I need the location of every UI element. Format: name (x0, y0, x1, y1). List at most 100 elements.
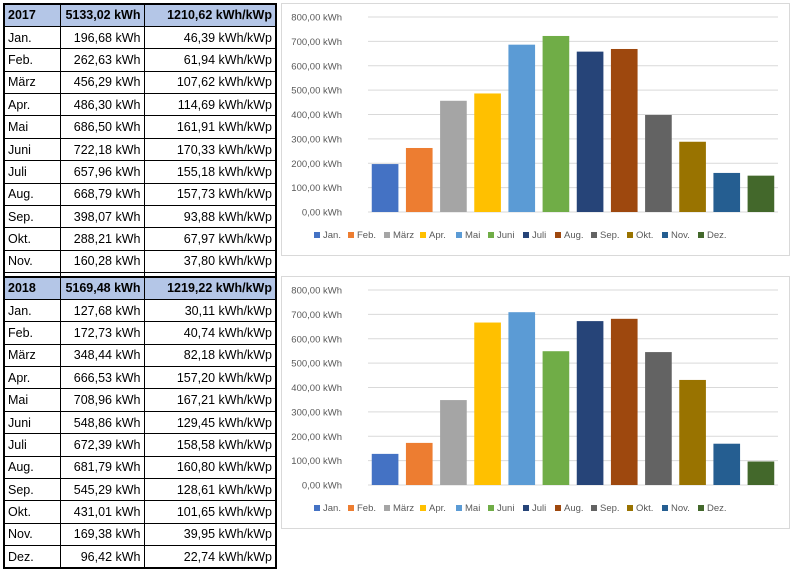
legend-swatch (555, 232, 561, 238)
table-row: Feb. 172,73 kWh 40,74 kWh/kWp (3, 321, 277, 345)
yield-table-2018: 2018 5169,48 kWh 1219,22 kWh/kWp Jan. 127,68… (3, 276, 277, 569)
legend-label: Dez. (707, 503, 727, 514)
chart-2018-container: 0,00 kWh 100,00 kWh 200,00 kWh 300,00 kWh 40… (281, 276, 790, 529)
legend-swatch (627, 505, 633, 511)
bar-4 (474, 322, 501, 485)
kwhkwp-cell: 157,73 kWh/kWp (143, 182, 277, 207)
month-cell: Sep. (3, 478, 61, 502)
total-kwhkwp-cell: 1219,22 kWh/kWp (143, 276, 277, 300)
y-tick-label: 800,00 kWh (291, 13, 342, 24)
bar-8 (610, 318, 638, 485)
bar-10 (679, 379, 706, 485)
legend-label: Okt. (636, 503, 653, 514)
legend-label: Aug. (564, 503, 584, 514)
table-row: Apr. 486,30 kWh 114,69 kWh/kWp (3, 93, 277, 117)
legend-label: Juni (497, 230, 514, 241)
month-cell: Juli (3, 160, 61, 184)
y-tick-label: 300,00 kWh (291, 407, 342, 418)
kwhkwp-cell: 101,65 kWh/kWp (143, 500, 277, 524)
legend-label: Juni (497, 503, 514, 514)
month-cell: Aug. (3, 455, 61, 480)
legend-label: Mai (465, 230, 480, 241)
kwh-cell: 666,53 kWh (59, 366, 145, 390)
bar-1 (371, 453, 399, 485)
kwh-cell: 127,68 kWh (59, 298, 145, 323)
kwhkwp-cell: 39,95 kWh/kWp (143, 522, 277, 547)
legend-swatch (488, 232, 494, 238)
legend-swatch (384, 232, 390, 238)
table-row: Juni 722,18 kWh 170,33 kWh/kWp (3, 137, 277, 162)
month-cell: Juni (3, 410, 61, 435)
legend-label: Dez. (707, 230, 727, 241)
year-cell: 2017 (3, 3, 61, 27)
bar-1 (371, 164, 399, 212)
month-cell: Mai (3, 388, 61, 412)
month-cell: Feb. (3, 321, 61, 345)
legend-swatch (523, 232, 529, 238)
kwhkwp-cell: 107,62 kWh/kWp (143, 70, 277, 95)
legend-swatch (698, 505, 704, 511)
kwhkwp-cell: 158,58 kWh/kWp (143, 433, 277, 457)
kwh-cell: 431,01 kWh (59, 500, 145, 524)
table-row: Aug. 668,79 kWh 157,73 kWh/kWp (3, 182, 277, 207)
kwh-cell: 722,18 kWh (59, 137, 145, 162)
bar-5 (508, 44, 536, 213)
bar-6 (542, 35, 570, 212)
y-tick-label: 400,00 kWh (291, 110, 342, 121)
y-tick-label: 200,00 kWh (291, 432, 342, 443)
legend-label: März (393, 230, 414, 241)
kwh-cell: 657,96 kWh (59, 160, 145, 184)
legend-label: Nov. (671, 230, 690, 241)
kwh-cell: 262,63 kWh (59, 48, 145, 72)
kwh-cell: 288,21 kWh (59, 227, 145, 251)
kwhkwp-cell: 67,97 kWh/kWp (143, 227, 277, 251)
table-row: Apr. 666,53 kWh 157,20 kWh/kWp (3, 366, 277, 390)
bar-11 (713, 172, 741, 212)
table-row: Sep. 398,07 kWh 93,88 kWh/kWp (3, 205, 277, 229)
table-row: Mai 708,96 kWh 167,21 kWh/kWp (3, 388, 277, 412)
kwh-cell: 96,42 kWh (59, 545, 145, 569)
month-cell: Apr. (3, 93, 61, 117)
total-kwhkwp-cell: 1210,62 kWh/kWp (143, 3, 277, 27)
legend-swatch (420, 505, 426, 511)
chart-2018: 0,00 kWh 100,00 kWh 200,00 kWh 300,00 kWh 40… (291, 286, 778, 514)
total-kwh-cell: 5169,48 kWh (59, 276, 145, 300)
legend-label: Juli (532, 230, 546, 241)
y-tick-label: 700,00 kWh (291, 310, 342, 321)
legend-swatch (662, 505, 668, 511)
kwh-cell: 681,79 kWh (59, 455, 145, 480)
legend-label: Apr. (429, 503, 446, 514)
legend-label: Aug. (564, 230, 584, 241)
bar-4 (474, 93, 501, 212)
legend-swatch (456, 232, 462, 238)
legend-label: Mai (465, 503, 480, 514)
kwhkwp-cell: 46,39 kWh/kWp (143, 25, 277, 50)
legend-swatch (488, 505, 494, 511)
kwhkwp-cell: 129,45 kWh/kWp (143, 410, 277, 435)
bar-2 (405, 147, 433, 212)
legend-label: Juli (532, 503, 546, 514)
y-tick-label: 600,00 kWh (291, 334, 342, 345)
kwhkwp-cell: 161,91 kWh/kWp (143, 115, 277, 139)
y-tick-label: 500,00 kWh (291, 86, 342, 97)
table-row: Jan. 127,68 kWh 30,11 kWh/kWp (3, 298, 277, 323)
table-header-row: 2017 5133,02 kWh 1210,62 kWh/kWp (3, 3, 277, 27)
bar-10 (679, 141, 706, 212)
kwhkwp-cell: 82,18 kWh/kWp (143, 343, 277, 368)
table-row: Sep. 545,29 kWh 128,61 kWh/kWp (3, 478, 277, 502)
month-cell: Jan. (3, 298, 61, 323)
legend-swatch (627, 232, 633, 238)
table-row: Juli 657,96 kWh 155,18 kWh/kWp (3, 160, 277, 184)
month-cell: März (3, 70, 61, 95)
kwh-cell: 348,44 kWh (59, 343, 145, 368)
legend-label: Nov. (671, 503, 690, 514)
kwhkwp-cell: 170,33 kWh/kWp (143, 137, 277, 162)
kwhkwp-cell: 93,88 kWh/kWp (143, 205, 277, 229)
table-row: Okt. 288,21 kWh 67,97 kWh/kWp (3, 227, 277, 251)
kwhkwp-cell: 128,61 kWh/kWp (143, 478, 277, 502)
kwhkwp-cell: 40,74 kWh/kWp (143, 321, 277, 345)
legend-swatch (698, 232, 704, 238)
table-row: Juli 672,39 kWh 158,58 kWh/kWp (3, 433, 277, 457)
month-cell: Mai (3, 115, 61, 139)
kwhkwp-cell: 155,18 kWh/kWp (143, 160, 277, 184)
